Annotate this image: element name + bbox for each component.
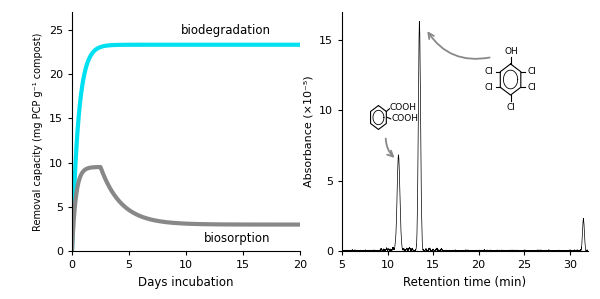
Text: biodegradation: biodegradation bbox=[181, 24, 271, 37]
Text: COOH: COOH bbox=[391, 115, 418, 123]
Text: Cl: Cl bbox=[527, 67, 536, 76]
Text: Cl: Cl bbox=[485, 67, 494, 76]
Text: Cl: Cl bbox=[485, 83, 494, 92]
Y-axis label: Removal capacity (mg PCP g⁻¹ compost): Removal capacity (mg PCP g⁻¹ compost) bbox=[33, 32, 43, 231]
Text: COOH: COOH bbox=[390, 103, 417, 112]
X-axis label: Days incubation: Days incubation bbox=[138, 276, 234, 289]
X-axis label: Retention time (min): Retention time (min) bbox=[403, 276, 527, 289]
Text: biosorption: biosorption bbox=[204, 232, 271, 245]
Text: OH: OH bbox=[504, 47, 518, 56]
Text: Cl: Cl bbox=[506, 103, 515, 112]
Y-axis label: Absorbance (×10⁻⁵): Absorbance (×10⁻⁵) bbox=[304, 76, 313, 187]
Text: Cl: Cl bbox=[527, 83, 536, 92]
